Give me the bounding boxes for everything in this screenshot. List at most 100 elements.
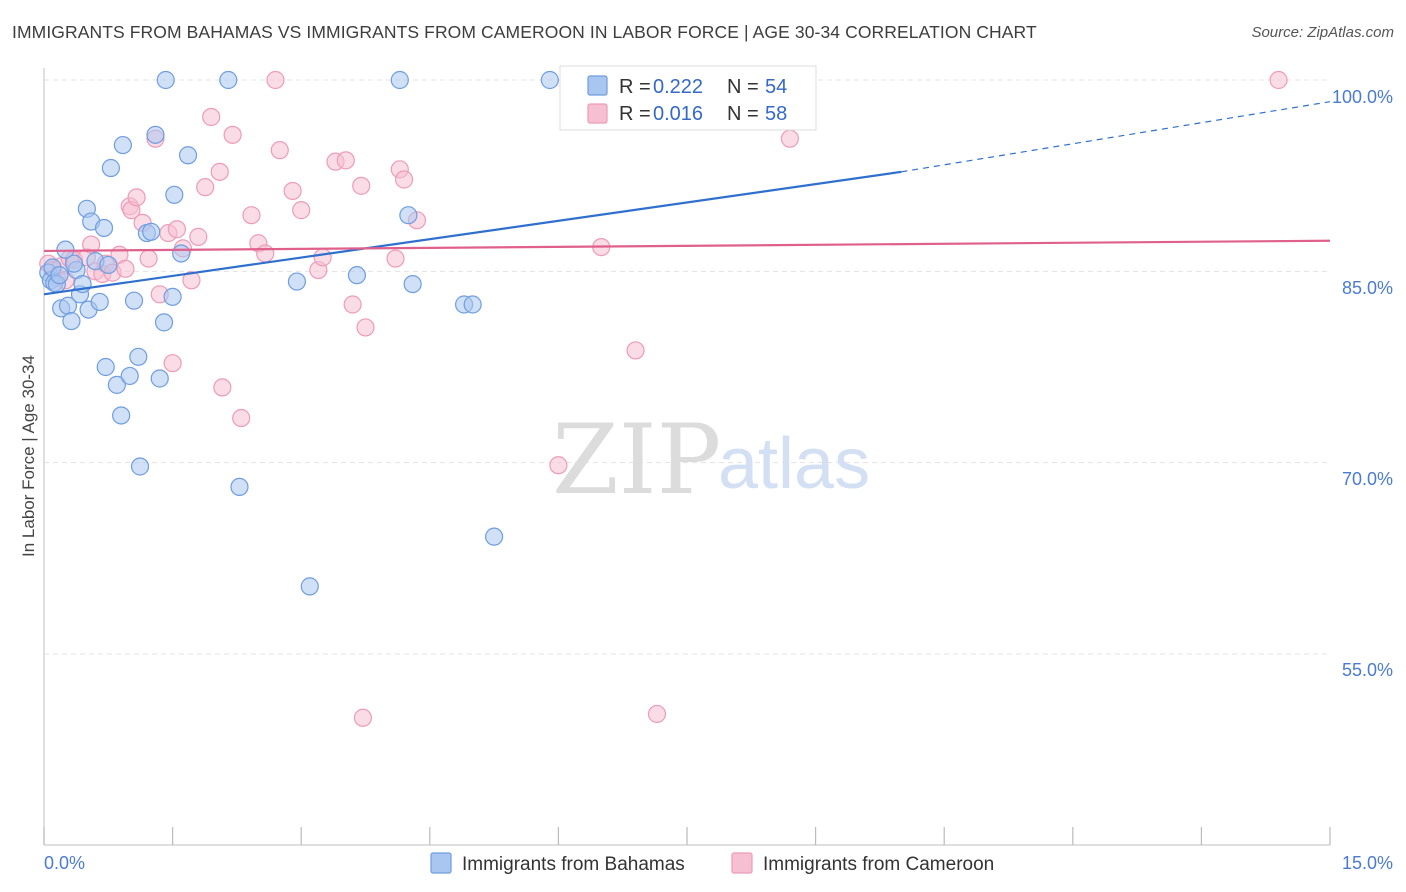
legend-n-value-bahamas: 54 xyxy=(765,76,787,98)
x-tick-label-max: 15.0% xyxy=(1342,853,1393,873)
y-tick-label-85: 85.0% xyxy=(1342,278,1393,298)
cameroon-point-8 xyxy=(82,235,101,254)
bahamas-point-38 xyxy=(219,70,238,90)
cameroon-point-56 xyxy=(647,704,667,724)
legend-n-label-cameroon: N = xyxy=(727,103,759,125)
cameroon-point-28 xyxy=(196,178,215,197)
series-cameroon-points xyxy=(39,70,1288,727)
grid-lines xyxy=(44,79,1330,655)
bahamas-point-16 xyxy=(90,292,109,312)
legend-r-label-cameroon: R = xyxy=(619,103,651,125)
bahamas-point-8 xyxy=(62,311,81,331)
cameroon-point-42 xyxy=(313,248,332,267)
legend-swatch-bahamas xyxy=(587,75,608,96)
bottom-legend-swatch-cameroon xyxy=(731,852,753,874)
bahamas-point-23 xyxy=(113,135,132,155)
cameroon-point-51 xyxy=(394,170,414,189)
bahamas-point-26 xyxy=(129,347,148,366)
bahamas-point-35 xyxy=(165,185,184,204)
cameroon-point-46 xyxy=(352,176,371,195)
bahamas-point-30 xyxy=(146,125,165,144)
bahamas-point-49 xyxy=(540,70,559,90)
cameroon-point-31 xyxy=(213,378,232,397)
bahamas-point-25 xyxy=(124,291,144,310)
legend-n-label-bahamas: N = xyxy=(727,76,759,98)
cameroon-point-49 xyxy=(386,249,405,268)
cameroon-point-40 xyxy=(292,201,311,220)
cameroon-point-57 xyxy=(780,129,799,148)
source-label: Source: ZipAtlas.com xyxy=(1251,24,1394,41)
bahamas-point-32 xyxy=(154,313,174,332)
x-axis-ticks xyxy=(43,827,1331,845)
y-tick-label-70: 70.0% xyxy=(1342,469,1393,489)
y-axis-label: In Labor Force | Age 30-34 xyxy=(19,355,38,557)
bahamas-point-21 xyxy=(107,375,126,394)
cameroon-point-44 xyxy=(336,151,355,170)
cameroon-point-39 xyxy=(283,181,302,201)
cameroon-point-30 xyxy=(210,162,229,181)
y-tick-label-55: 55.0% xyxy=(1342,660,1393,680)
legend-swatch-cameroon xyxy=(587,103,608,124)
watermark-atlas: atlas xyxy=(718,424,870,504)
bahamas-point-27 xyxy=(130,457,150,476)
trend-lines xyxy=(43,101,1331,296)
bahamas-point-41 xyxy=(300,577,319,596)
trend-line-cameroon xyxy=(43,239,1331,253)
cameroon-point-34 xyxy=(242,206,261,225)
bahamas-point-18 xyxy=(96,357,115,377)
bahamas-point-52 xyxy=(50,266,69,285)
cameroon-top-point-2 xyxy=(1269,70,1288,90)
bahamas-point-40 xyxy=(287,272,307,291)
cameroon-point-55 xyxy=(626,341,645,360)
bahamas-point-45 xyxy=(403,274,422,294)
bahamas-point-43 xyxy=(390,70,409,90)
bahamas-point-22 xyxy=(112,406,131,425)
legend-r-value-bahamas: 0.222 xyxy=(653,76,703,98)
cameroon-point-29 xyxy=(202,107,221,127)
chart-title: IMMIGRANTS FROM BAHAMAS VS IMMIGRANTS FR… xyxy=(12,22,1037,42)
bahamas-point-17 xyxy=(94,218,114,238)
cameroon-point-47 xyxy=(356,318,375,337)
bahamas-point-39 xyxy=(230,477,249,497)
watermark-zip: ZIP xyxy=(552,404,721,516)
bahamas-point-33 xyxy=(156,70,175,90)
cameroon-point-53 xyxy=(549,456,568,475)
bahamas-point-24 xyxy=(120,366,139,386)
trend-line-bahamas xyxy=(43,170,902,296)
bahamas-point-42 xyxy=(347,266,367,285)
cameroon-point-17 xyxy=(127,188,146,207)
bahamas-point-37 xyxy=(178,146,198,165)
legend-r-value-cameroon: 0.016 xyxy=(653,103,703,125)
bahamas-point-20 xyxy=(101,158,120,178)
bahamas-point-36 xyxy=(172,244,191,263)
bottom-legend-label-bahamas: Immigrants from Bahamas xyxy=(462,854,685,875)
bottom-legend: Immigrants from Bahamas Immigrants from … xyxy=(430,852,994,875)
bahamas-point-34 xyxy=(163,287,182,306)
cameroon-point-26 xyxy=(182,271,201,290)
cameroon-point-32 xyxy=(223,125,242,144)
bahamas-point-47 xyxy=(463,295,482,314)
bottom-legend-swatch-bahamas xyxy=(430,852,452,874)
cameroon-point-37 xyxy=(266,70,285,90)
cameroon-point-48 xyxy=(353,708,373,727)
cameroon-point-36 xyxy=(256,244,275,263)
legend-box: R = 0.222 N = 54 R = 0.016 N = 58 xyxy=(559,65,817,131)
cameroon-point-33 xyxy=(232,408,251,428)
legend-n-value-cameroon: 58 xyxy=(765,103,787,125)
cameroon-point-38 xyxy=(270,141,289,160)
bahamas-point-19 xyxy=(99,255,118,275)
bottom-legend-label-cameroon: Immigrants from Cameroon xyxy=(763,854,994,875)
bahamas-point-48 xyxy=(485,527,504,546)
trend-line-bahamas-extension xyxy=(901,101,1331,173)
cameroon-point-14 xyxy=(116,259,135,278)
bahamas-point-44 xyxy=(399,206,418,225)
x-tick-label-min: 0.0% xyxy=(44,853,85,873)
cameroon-point-24 xyxy=(167,220,186,239)
legend-r-label-bahamas: R = xyxy=(619,76,651,98)
cameroon-point-19 xyxy=(139,249,158,268)
bahamas-point-29 xyxy=(142,222,161,241)
cameroon-point-45 xyxy=(343,295,362,314)
series-bahamas-points xyxy=(39,70,697,596)
bahamas-point-31 xyxy=(150,369,169,388)
